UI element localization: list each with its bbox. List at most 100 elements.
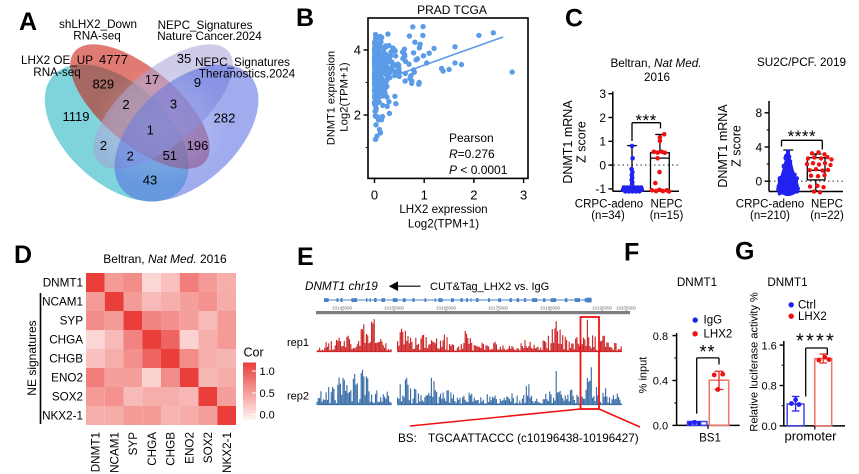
svg-text:Z score: Z score — [575, 121, 589, 163]
svg-text:***: *** — [636, 111, 657, 130]
svg-text:SYP: SYP — [60, 315, 84, 328]
svg-text:promoter: promoter — [784, 429, 837, 444]
svg-text:SOX2: SOX2 — [202, 432, 215, 463]
svg-text:0.0: 0.0 — [653, 421, 668, 433]
svg-text:PRAD TCGA: PRAD TCGA — [417, 3, 487, 17]
svg-text:DNMT1: DNMT1 — [90, 432, 103, 472]
svg-text:DNMT1 mRNA: DNMT1 mRNA — [716, 104, 730, 188]
svg-text:BS1: BS1 — [699, 433, 721, 445]
svg-text:P < 0.0001: P < 0.0001 — [449, 163, 508, 177]
svg-text:DNMT1 mRNA: DNMT1 mRNA — [561, 100, 575, 184]
svg-text:43: 43 — [143, 172, 157, 187]
svg-text:Pearson: Pearson — [449, 131, 494, 145]
svg-text:3: 3 — [599, 87, 606, 101]
svg-text:Nature Cancer.2024: Nature Cancer.2024 — [157, 30, 262, 43]
svg-text:Beltran, Nat Med. 2016: Beltran, Nat Med. 2016 — [103, 252, 227, 266]
svg-text:10195000: 10195000 — [592, 305, 613, 310]
svg-text:2: 2 — [599, 111, 606, 125]
svg-text:10165000: 10165000 — [436, 305, 457, 310]
svg-text:3: 3 — [170, 96, 177, 111]
svg-text:B: B — [296, 4, 314, 32]
svg-text:BS:: BS: — [398, 432, 417, 445]
svg-text:4: 4 — [354, 42, 361, 57]
svg-text:LHX2: LHX2 — [704, 329, 733, 341]
svg-text:G: G — [735, 238, 754, 266]
svg-text:Ctrl: Ctrl — [798, 300, 816, 312]
svg-text:rep1: rep1 — [287, 337, 309, 349]
svg-text:CRPC-adeno: CRPC-adeno — [575, 199, 643, 211]
svg-text:shLHX2_Down: shLHX2_Down — [59, 18, 137, 31]
svg-text:0: 0 — [756, 175, 763, 189]
svg-text:DNMT1: DNMT1 — [767, 276, 807, 289]
svg-text:10155000: 10155000 — [384, 305, 405, 310]
svg-text:NKX2-1: NKX2-1 — [42, 410, 83, 423]
svg-text:Log2(TPM+1): Log2(TPM+1) — [408, 218, 479, 231]
svg-text:10205000: 10205000 — [616, 305, 637, 310]
svg-text:(n=34): (n=34) — [591, 210, 625, 222]
svg-text:D: D — [14, 241, 32, 269]
svg-text:NEPC_Signatures: NEPC_Signatures — [195, 56, 290, 69]
svg-text:DNMT1: DNMT1 — [677, 276, 717, 289]
svg-text:NEPC: NEPC — [651, 199, 683, 211]
svg-text:Z score: Z score — [730, 125, 744, 167]
svg-text:DNMT1 expression: DNMT1 expression — [326, 51, 338, 145]
svg-text:2: 2 — [122, 97, 129, 112]
svg-text:F: F — [624, 239, 639, 267]
svg-text:8: 8 — [756, 106, 763, 120]
svg-text:LHX2 OE_UP: LHX2 OE_UP — [21, 54, 93, 67]
svg-text:NEPC: NEPC — [811, 199, 843, 211]
svg-text:-1: -1 — [595, 182, 606, 196]
svg-text:Cor: Cor — [244, 346, 264, 360]
svg-text:(n=210): (n=210) — [750, 210, 790, 222]
svg-text:NCAM1: NCAM1 — [108, 432, 121, 473]
svg-text:1119: 1119 — [63, 109, 90, 124]
svg-text:CUT&Tag_LHX2 vs. IgG: CUT&Tag_LHX2 vs. IgG — [430, 281, 549, 293]
svg-text:(n=22): (n=22) — [810, 210, 844, 222]
svg-text:1: 1 — [421, 188, 428, 203]
svg-text:**: ** — [699, 342, 715, 362]
svg-text:4: 4 — [756, 140, 763, 154]
svg-text:DNMT1: DNMT1 — [43, 277, 83, 290]
svg-text:RNA-seq: RNA-seq — [73, 30, 120, 43]
svg-text:1.0: 1.0 — [260, 366, 275, 378]
svg-text:0.0: 0.0 — [762, 421, 777, 433]
svg-text:Theranostics.2024: Theranostics.2024 — [199, 68, 296, 81]
svg-text:SU2C/PCF. 2019: SU2C/PCF. 2019 — [757, 56, 846, 69]
svg-text:LHX2 expression: LHX2 expression — [399, 203, 487, 216]
svg-text:2: 2 — [354, 107, 361, 122]
svg-text:NKX2-1: NKX2-1 — [221, 432, 234, 473]
svg-text:A: A — [19, 8, 37, 36]
svg-text:****: **** — [788, 127, 816, 146]
svg-text:rep2: rep2 — [287, 391, 309, 403]
svg-text:1: 1 — [599, 135, 606, 149]
svg-text:2: 2 — [470, 188, 477, 203]
svg-text:CHGA: CHGA — [146, 432, 159, 466]
svg-text:TGCAATTACCC (c10196438-1019642: TGCAATTACCC (c10196438-10196427) — [428, 432, 639, 445]
svg-text:SYP: SYP — [127, 432, 140, 456]
svg-text:LHX2: LHX2 — [798, 311, 827, 323]
svg-text:Log2(TPM+1): Log2(TPM+1) — [339, 62, 351, 132]
svg-text:0.5: 0.5 — [260, 388, 275, 400]
svg-text:IgG: IgG — [704, 315, 723, 327]
svg-text:0.0: 0.0 — [260, 409, 275, 421]
svg-text:282: 282 — [214, 111, 236, 126]
svg-text:SOX2: SOX2 — [52, 391, 83, 404]
svg-text:1.6: 1.6 — [762, 340, 777, 352]
svg-text:10145000: 10145000 — [332, 305, 353, 310]
svg-text:35: 35 — [177, 51, 191, 66]
svg-text:ENO2: ENO2 — [51, 372, 83, 385]
svg-text:2016: 2016 — [644, 71, 670, 84]
svg-text:(n=15): (n=15) — [650, 210, 684, 222]
svg-text:Beltran, Nat Med.: Beltran, Nat Med. — [611, 57, 702, 70]
svg-text:0: 0 — [599, 158, 606, 172]
svg-text:17: 17 — [145, 72, 159, 87]
svg-text:NCAM1: NCAM1 — [42, 296, 83, 309]
svg-text:2: 2 — [127, 148, 134, 163]
svg-text:0.8: 0.8 — [762, 381, 777, 393]
svg-text:1: 1 — [147, 123, 154, 138]
svg-text:196: 196 — [187, 138, 209, 153]
svg-text:CHGB: CHGB — [49, 353, 83, 366]
svg-text:ENO2: ENO2 — [183, 432, 196, 464]
svg-text:RNA-seq: RNA-seq — [33, 66, 80, 79]
svg-text:Relative luciferase activity %: Relative luciferase activity % — [749, 292, 761, 432]
